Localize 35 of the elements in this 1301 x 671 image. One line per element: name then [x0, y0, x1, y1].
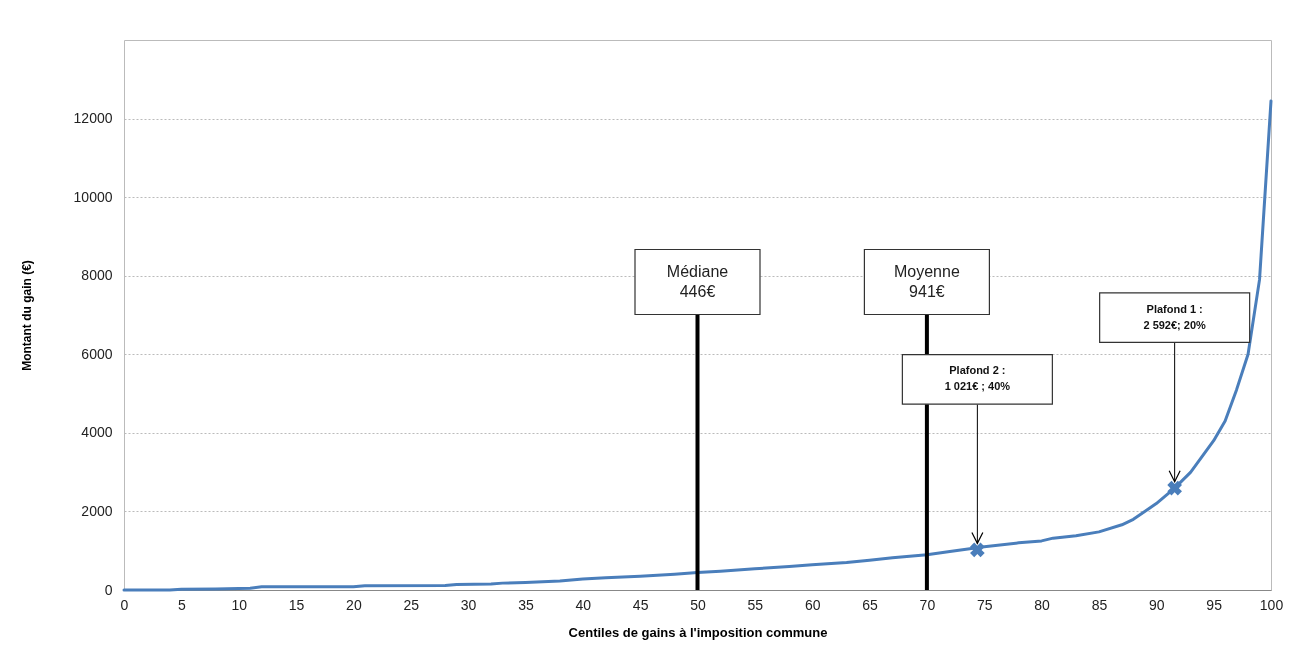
y-tick-label: 0 — [104, 581, 113, 598]
annotation: Plafond 1 : 2 592€; 20% — [1143, 302, 1207, 331]
y-tick-label: 4000 — [81, 424, 113, 441]
x-tick-label: 15 — [288, 596, 305, 613]
x-tick-label: 55 — [747, 596, 764, 613]
y-tick-label: 12000 — [73, 110, 113, 127]
x-tick-label: 65 — [862, 596, 879, 613]
x-tick-label: 5 — [177, 596, 186, 613]
x-tick-label: 20 — [346, 596, 362, 613]
x-tick-label: 90 — [1149, 596, 1165, 613]
x-tick-label: 75 — [976, 596, 993, 613]
x-tick-label: 70 — [919, 596, 936, 613]
y-axis-title: Montant du gain (€) — [19, 260, 34, 371]
x-tick-label: 85 — [1091, 596, 1108, 613]
x-axis-title: Centiles de gains à l'imposition commune — [568, 624, 828, 640]
y-tick-label: 10000 — [73, 188, 113, 205]
y-tick-label: 8000 — [81, 267, 113, 284]
x-tick-label: 0 — [120, 596, 129, 613]
x-tick-label: 35 — [518, 596, 534, 613]
x-tick-label: 50 — [690, 596, 706, 613]
x-tick-label: 45 — [632, 596, 649, 613]
line-series — [122, 99, 1273, 592]
x-tick-label: 60 — [804, 596, 821, 613]
x-tick-label: 10 — [231, 596, 248, 613]
ref-line-label: Médiane 446€ — [666, 263, 729, 300]
x-tick-label: 80 — [1034, 596, 1051, 613]
x-tick-label: 100 — [1259, 596, 1284, 613]
x-tick-label: 25 — [403, 596, 420, 613]
ref-line-label: Moyenne 941€ — [893, 263, 960, 300]
y-tick-label: 2000 — [81, 502, 113, 519]
annotation: Plafond 2 : 1 021€ ; 40% — [944, 364, 1011, 393]
x-tick-label: 95 — [1206, 596, 1223, 613]
y-tick-label: 6000 — [81, 345, 113, 362]
x-tick-label: 30 — [460, 596, 477, 613]
x-tick-label: 40 — [575, 596, 592, 613]
